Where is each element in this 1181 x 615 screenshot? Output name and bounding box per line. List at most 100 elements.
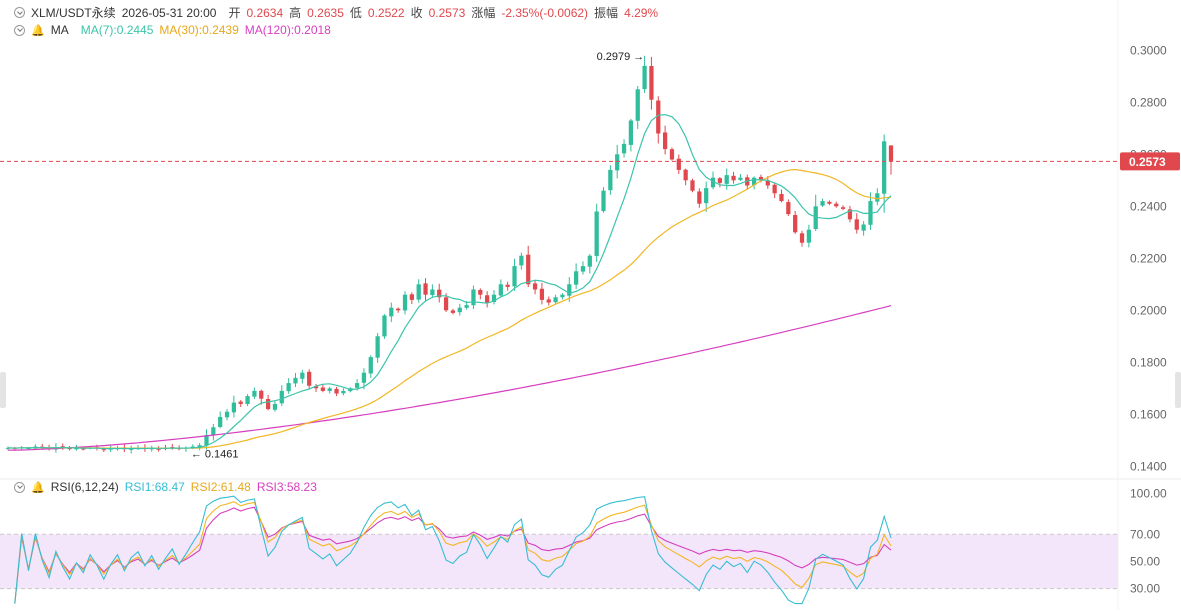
candle-body	[574, 271, 579, 285]
candle-body	[238, 401, 243, 404]
candle-body	[354, 383, 360, 388]
high-label: 高	[289, 6, 302, 20]
candle-body	[847, 209, 853, 220]
min-price-annotation: ← 0.1461	[191, 448, 239, 460]
candle-body	[799, 233, 805, 243]
rsi-band	[0, 534, 1118, 589]
candle-body	[532, 283, 538, 290]
candle-body	[786, 202, 791, 215]
candle-body	[389, 307, 394, 317]
candle-body	[758, 176, 764, 181]
candle-body	[464, 305, 469, 308]
candle-body	[854, 219, 859, 230]
candle-body	[608, 169, 613, 191]
candle-body	[430, 289, 435, 296]
ma7-legend: MA(7):0.2445	[80, 23, 154, 37]
datetime-label: 2026-05-31 20:00	[121, 5, 217, 20]
candle-body	[820, 201, 825, 206]
last-price-label: 0.2573	[1129, 155, 1166, 169]
candle-body	[457, 307, 462, 313]
candle-body	[218, 416, 223, 427]
candle-body	[443, 297, 449, 311]
candle-body	[875, 193, 880, 202]
candle-body	[621, 143, 627, 154]
candle-body	[553, 297, 558, 303]
rsi-indicator-name: RSI(6,12,24)	[50, 480, 119, 494]
price-tick-label: 0.1400	[1130, 459, 1167, 473]
candle-body	[382, 315, 387, 337]
high-value: 0.2635	[307, 5, 344, 20]
candle-body	[587, 255, 592, 267]
rsi3-legend: RSI3:58.23	[256, 480, 317, 494]
ma7-line	[7, 113, 892, 450]
candle-body	[416, 284, 421, 300]
max-price-annotation: 0.2979 →	[597, 51, 645, 63]
price-tick-label: 0.2000	[1130, 303, 1167, 317]
candle-body	[656, 100, 661, 134]
candle-body	[772, 184, 777, 194]
candle-body	[320, 387, 325, 391]
candle-body	[224, 411, 230, 418]
candle-body	[594, 211, 599, 256]
amplitude-value: 4.29%	[624, 5, 659, 20]
collapse-icon[interactable]	[14, 7, 25, 18]
rsi-tick-label: 30.00	[1130, 582, 1160, 596]
candle-body	[526, 254, 531, 285]
candle-body	[731, 175, 736, 181]
candle-body	[519, 255, 524, 266]
price-tick-label: 0.2400	[1130, 199, 1167, 213]
ma30-line	[7, 168, 892, 449]
candle-body	[478, 289, 483, 295]
candle-body	[409, 294, 414, 300]
candle-body	[245, 396, 250, 405]
open-value: 0.2634	[246, 5, 284, 20]
price-tick-label: 0.2200	[1130, 251, 1167, 265]
candle-body	[560, 294, 565, 298]
rsi-legend: 🔔 RSI(6,12,24) RSI1:68.47 RSI2:61.48 RSI…	[14, 480, 317, 494]
candle-body	[498, 284, 503, 296]
collapse-icon[interactable]	[14, 481, 25, 493]
close-label: 收	[410, 6, 423, 20]
candle-body	[628, 120, 634, 145]
candle-body	[334, 388, 339, 394]
candle-body	[546, 299, 551, 303]
ma-legend: 🔔 MA MA(7):0.2445 MA(30):0.2439 MA(120):…	[14, 23, 331, 37]
candle-body	[704, 188, 709, 204]
candle-body	[779, 193, 784, 202]
candle-body	[231, 402, 237, 413]
bell-icon[interactable]: 🔔	[31, 24, 45, 37]
rsi2-legend: RSI2:61.48	[190, 480, 251, 494]
ma120-legend: MA(120):0.2018	[244, 23, 331, 37]
candle-body	[197, 445, 202, 448]
candle-body	[491, 294, 497, 302]
candle-body	[471, 289, 476, 306]
collapse-icon[interactable]	[14, 24, 25, 36]
candle-body	[615, 154, 620, 171]
ohlc-header: XLM/USDT永续 2026-05-31 20:00 开 0.2634 高 0…	[14, 4, 658, 21]
candle-body	[485, 295, 490, 303]
candle-body	[190, 446, 195, 448]
candle-body	[252, 390, 257, 397]
candle-body	[717, 178, 722, 183]
candle-body	[101, 449, 106, 451]
candle-body	[676, 158, 681, 170]
bell-icon[interactable]: 🔔	[31, 481, 45, 494]
change-value: -2.35%(-0.0062)	[501, 5, 589, 20]
candle-body	[724, 175, 729, 184]
candle-body	[396, 308, 401, 311]
candle-body	[861, 224, 866, 231]
scroll-right-handle[interactable]	[1175, 372, 1181, 408]
scroll-left-handle[interactable]	[0, 372, 6, 408]
candle-body	[361, 372, 367, 383]
candle-body	[265, 399, 271, 410]
candle-body	[368, 357, 373, 374]
candle-body	[437, 289, 442, 298]
candle-body	[793, 214, 798, 233]
candle-body	[402, 294, 408, 311]
low-label: 低	[349, 6, 362, 20]
candle-body	[505, 284, 510, 287]
candle-body	[341, 390, 346, 394]
candle-body	[26, 448, 31, 450]
candle-body	[81, 448, 86, 450]
candle-body	[67, 447, 72, 450]
